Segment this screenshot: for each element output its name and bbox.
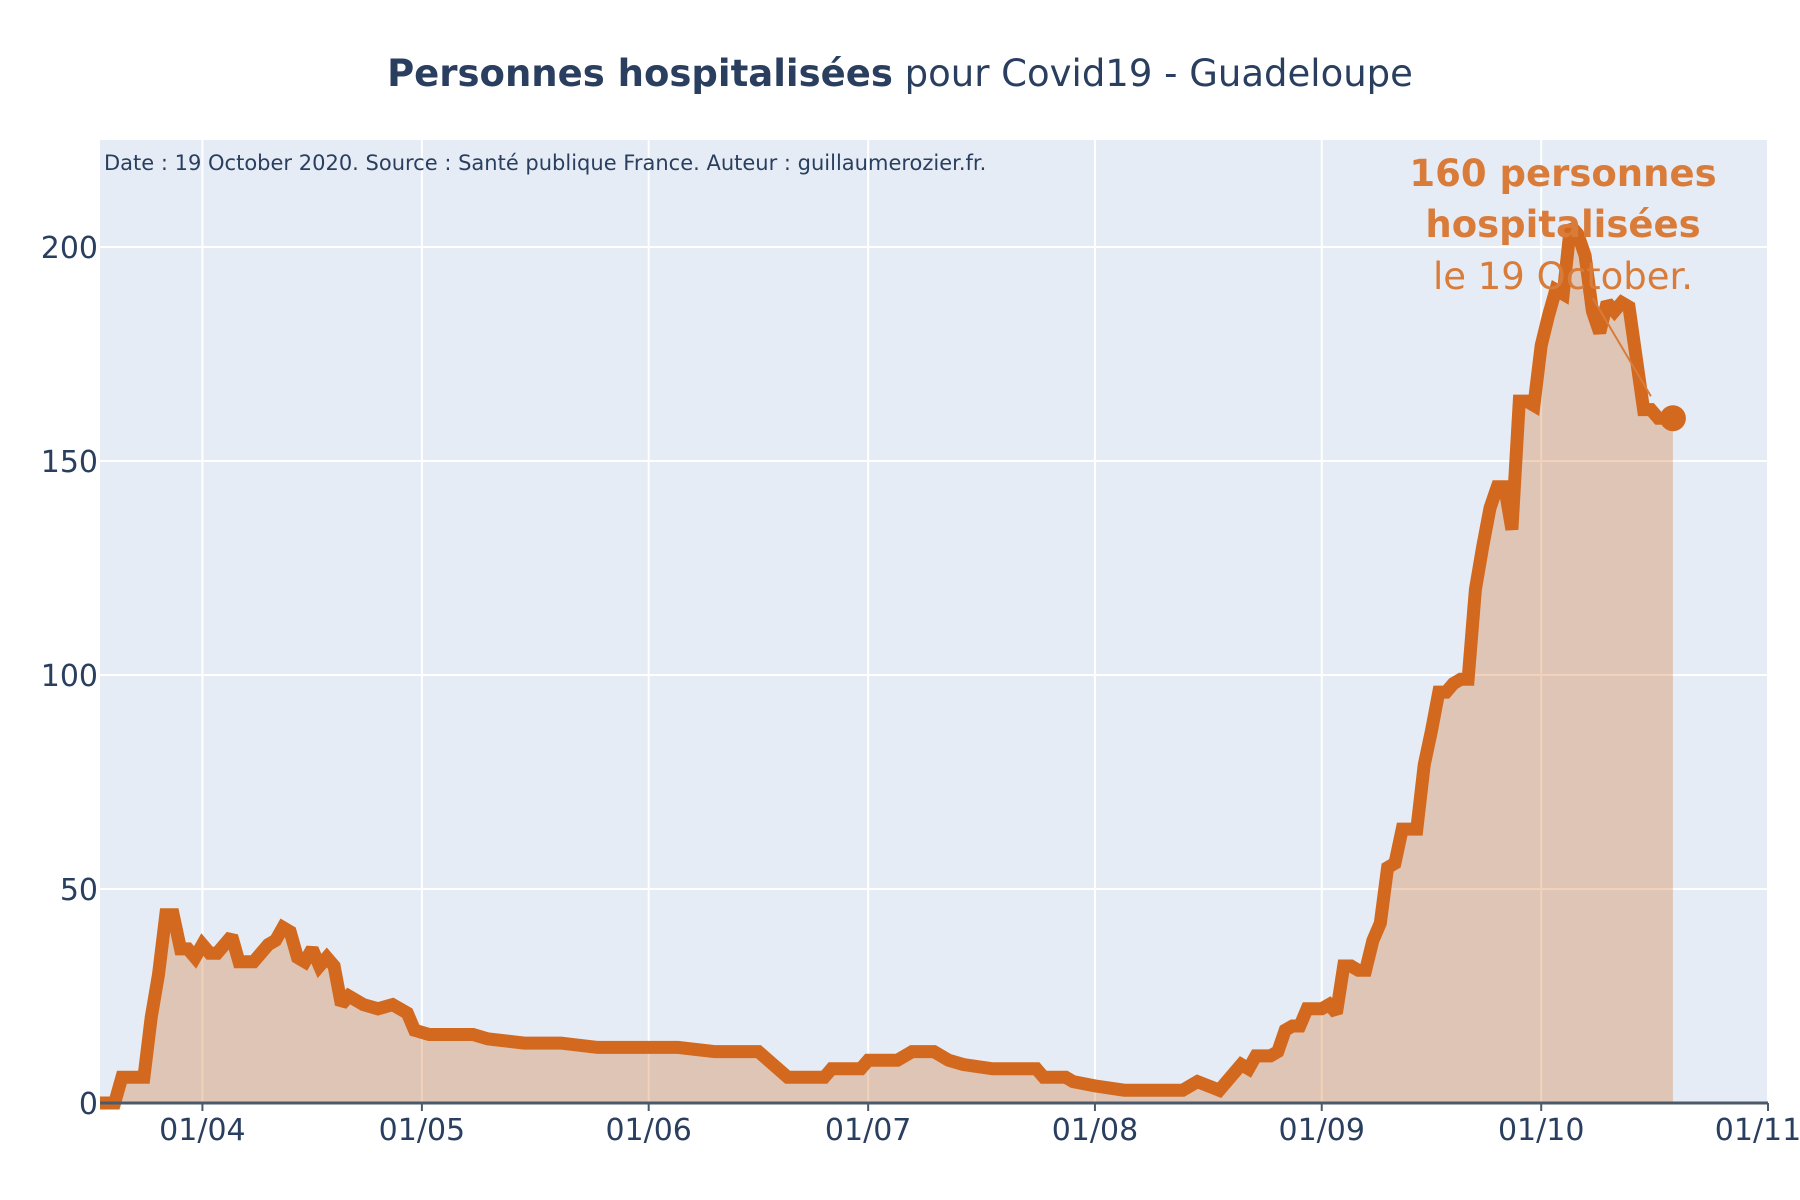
annotation-line-2: hospitalisées [1425, 203, 1700, 246]
annotation-arrow [1592, 297, 1652, 397]
y-tick-label: 200 [41, 231, 98, 266]
plot-area [100, 140, 1768, 1103]
series-area-fill [100, 225, 1673, 1104]
y-tick-label: 100 [41, 659, 98, 694]
series-line [100, 221, 1673, 1110]
y-tick-label: 50 [60, 873, 98, 908]
x-tick-label: 01/07 [825, 1113, 911, 1148]
annotation-line-1: 160 personnes [1409, 152, 1716, 195]
chart-title: Personnes hospitalisées pour Covid19 - G… [387, 52, 1413, 95]
last-point-marker [1659, 405, 1686, 432]
x-tick-label: 01/10 [1498, 1113, 1584, 1148]
x-tick-label: 01/05 [379, 1113, 465, 1148]
x-tick-label: 01/08 [1052, 1113, 1138, 1148]
y-tick-label: 0 [79, 1087, 98, 1122]
chart-title-rest: pour Covid19 - Guadeloupe [893, 52, 1413, 95]
x-tick-label: 01/04 [159, 1113, 245, 1148]
x-tick-label: 01/06 [605, 1113, 691, 1148]
source-note: Date : 19 October 2020. Source : Santé p… [104, 151, 986, 175]
x-axis-ticks: 01/04 01/05 01/06 01/07 01/08 01/09 01/10 01/11 [159, 1103, 1800, 1148]
y-tick-label: 150 [41, 445, 98, 480]
annotation: 160 personnes hospitalisées le 19 Octobe… [1409, 152, 1716, 298]
x-tick-label: 01/09 [1279, 1113, 1365, 1148]
grid-lines [100, 140, 1769, 1103]
chart-title-bold: Personnes hospitalisées [387, 52, 893, 95]
y-axis-ticks: 0 50 100 150 200 [41, 231, 98, 1122]
annotation-line-3: le 19 October. [1433, 255, 1693, 298]
x-tick-label: 01/11 [1715, 1113, 1800, 1148]
